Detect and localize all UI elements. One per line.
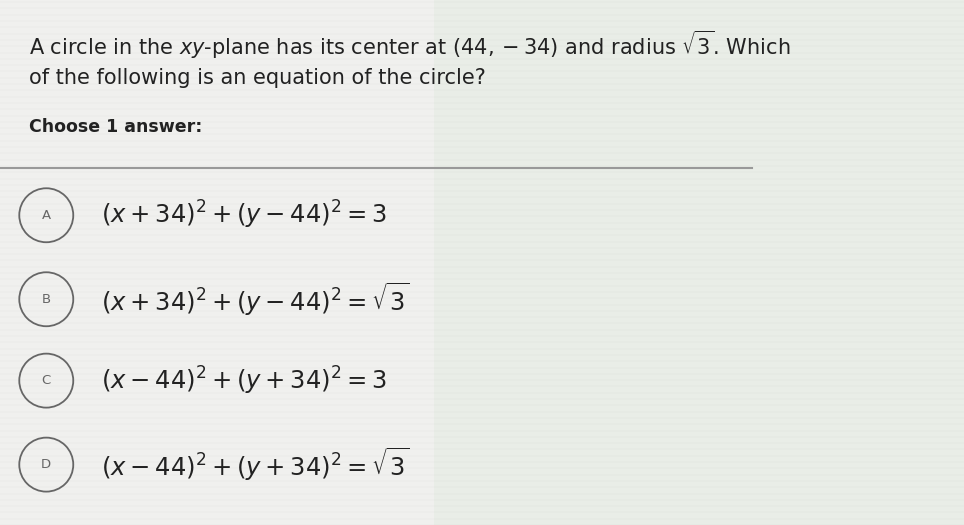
Text: A circle in the $xy$-plane has its center at $(44, -34)$ and radius $\sqrt{3}$. : A circle in the $xy$-plane has its cente… [29,29,790,61]
Text: D: D [41,458,51,471]
Bar [434,0,964,525]
Text: Choose 1 answer:: Choose 1 answer: [29,118,202,136]
Text: $(x - 44)^2 + (y + 34)^2 = 3$: $(x - 44)^2 + (y + 34)^2 = 3$ [101,364,388,397]
Text: B: B [41,293,51,306]
Text: $(x - 44)^2 + (y + 34)^2 = \sqrt{3}$: $(x - 44)^2 + (y + 34)^2 = \sqrt{3}$ [101,446,410,484]
Text: C: C [41,374,51,387]
Text: $(x + 34)^2 + (y - 44)^2 = 3$: $(x + 34)^2 + (y - 44)^2 = 3$ [101,199,388,232]
Text: $(x + 34)^2 + (y - 44)^2 = \sqrt{3}$: $(x + 34)^2 + (y - 44)^2 = \sqrt{3}$ [101,280,410,318]
Text: A: A [41,209,51,222]
Text: of the following is an equation of the circle?: of the following is an equation of the c… [29,68,486,88]
